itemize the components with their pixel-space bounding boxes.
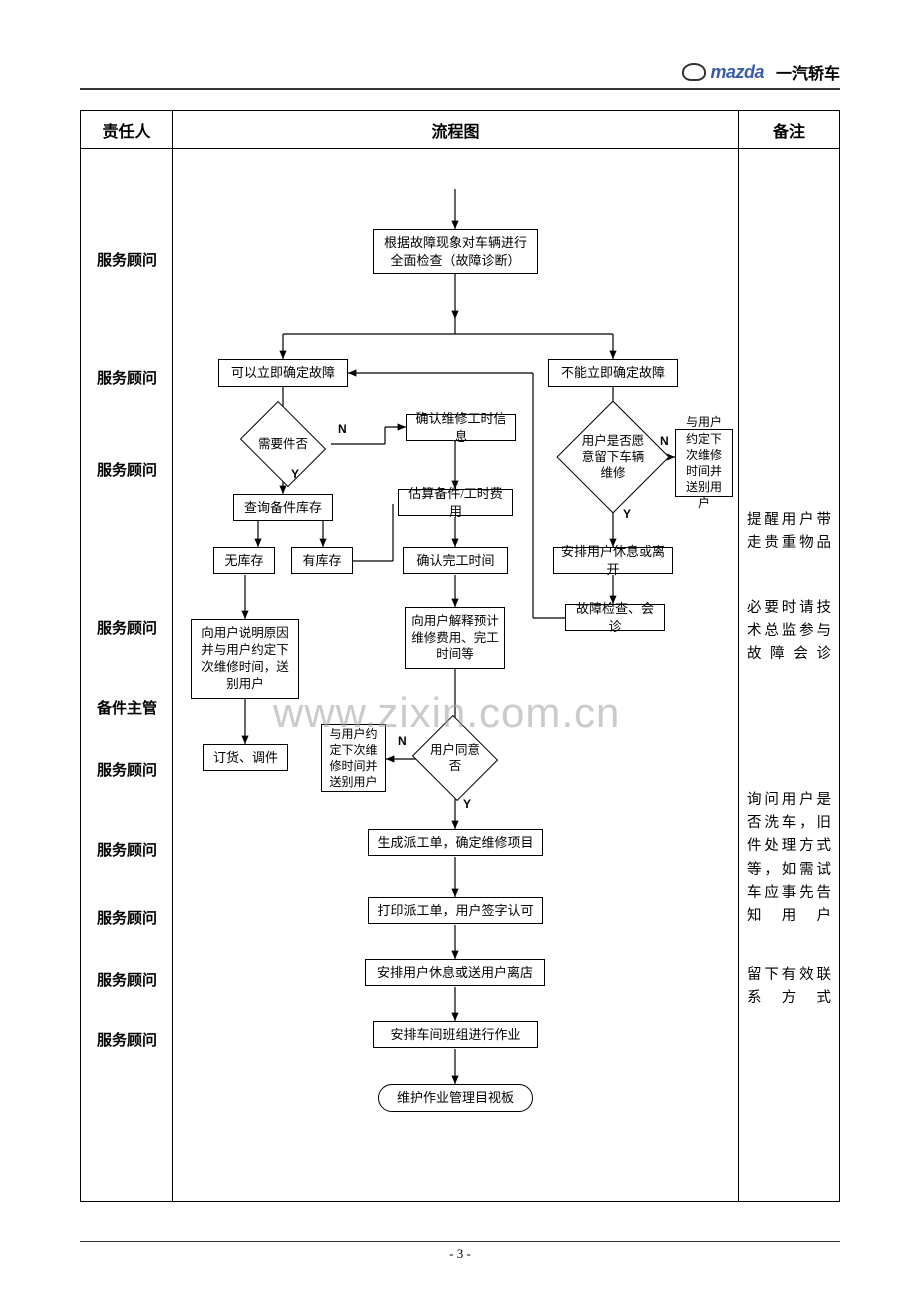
label-y: Y bbox=[463, 797, 471, 811]
diamond-user-stay: 用户是否愿意留下车辆维修 bbox=[573, 417, 653, 497]
label-n: N bbox=[398, 734, 407, 748]
col-role-header: 责任人 bbox=[81, 111, 173, 148]
box-arrange-rest: 安排用户休息或离开 bbox=[553, 547, 673, 574]
role-label: 服务顾问 bbox=[81, 1029, 173, 1050]
note: 必要时请技术总监参与故障会诊 bbox=[747, 597, 831, 667]
box-est-cost: 估算备件/工时费用 bbox=[398, 489, 513, 516]
box-query-stock: 查询备件库存 bbox=[233, 494, 333, 521]
role-label: 服务顾问 bbox=[81, 367, 173, 388]
box-confirm-done: 确认完工时间 bbox=[403, 547, 508, 574]
brand-text: mazda bbox=[710, 62, 764, 83]
label-y: Y bbox=[291, 467, 299, 481]
box-explain-cost: 向用户解释预计维修费用、完工时间等 bbox=[405, 607, 505, 669]
box-maintain: 维护作业管理目视板 bbox=[378, 1084, 533, 1112]
role-column: 服务顾问 服务顾问 服务顾问 服务顾问 备件主管 服务顾问 服务顾问 服务顾问 … bbox=[81, 149, 173, 1201]
label-n: N bbox=[338, 422, 347, 436]
column-header: 责任人 流程图 备注 bbox=[81, 111, 839, 149]
box-no-stock: 无库存 bbox=[213, 547, 275, 574]
role-label: 服务顾问 bbox=[81, 249, 173, 270]
label-n: N bbox=[660, 434, 669, 448]
box-diagnose: 根据故障现象对车辆进行全面检查（故障诊断） bbox=[373, 229, 538, 274]
col-flow-header: 流程图 bbox=[173, 111, 739, 148]
page: mazda 一汽轿车 责任人 流程图 备注 服务顾问 服务顾问 服务顾问 服务顾… bbox=[0, 0, 920, 1302]
role-label: 备件主管 bbox=[81, 697, 173, 718]
box-fault-check: 故障检查、会诊 bbox=[565, 604, 665, 631]
box-can-confirm: 可以立即确定故障 bbox=[218, 359, 348, 387]
role-label: 服务顾问 bbox=[81, 839, 173, 860]
role-label: 服务顾问 bbox=[81, 617, 173, 638]
box-order-parts: 订货、调件 bbox=[203, 744, 288, 771]
role-label: 服务顾问 bbox=[81, 907, 173, 928]
flow-column: 根据故障现象对车辆进行全面检查（故障诊断） 可以立即确定故障 不能立即确定故障 … bbox=[173, 149, 739, 1201]
diamond-need-parts: 需要件否 bbox=[249, 417, 317, 471]
col-note-header: 备注 bbox=[739, 111, 839, 148]
content-frame: 责任人 流程图 备注 服务顾问 服务顾问 服务顾问 服务顾问 备件主管 服务顾问… bbox=[80, 110, 840, 1202]
note: 询问用户是否洗车，旧件处理方式等，如需试车应事先告知用户 bbox=[747, 789, 831, 928]
box-print-order: 打印派工单，用户签字认可 bbox=[368, 897, 543, 924]
box-confirm-hours: 确认维修工时信息 bbox=[406, 414, 516, 441]
header-rule bbox=[80, 88, 840, 90]
note-column: 提醒用户带走贵重物品 必要时请技术总监参与故障会诊 询问用户是否洗车，旧件处理方… bbox=[739, 149, 839, 1201]
note: 留下有效联系方式 bbox=[747, 964, 831, 1010]
role-label: 服务顾问 bbox=[81, 459, 173, 480]
box-cannot-confirm: 不能立即确定故障 bbox=[548, 359, 678, 387]
mazda-icon bbox=[682, 63, 706, 81]
body-row: 服务顾问 服务顾问 服务顾问 服务顾问 备件主管 服务顾问 服务顾问 服务顾问 … bbox=[81, 149, 839, 1201]
diamond-user-agree: 用户同意否 bbox=[423, 729, 487, 787]
company-text: 一汽轿车 bbox=[776, 60, 840, 84]
footer-rule bbox=[80, 1241, 840, 1242]
role-label: 服务顾问 bbox=[81, 759, 173, 780]
box-arrange-work: 安排车间班组进行作业 bbox=[373, 1021, 538, 1048]
box-next-time-1: 与用户约定下次维修时间并送别用户 bbox=[675, 429, 733, 497]
box-gen-order: 生成派工单，确定维修项目 bbox=[368, 829, 543, 856]
header-logo: mazda 一汽轿车 bbox=[682, 60, 840, 84]
label-y: Y bbox=[623, 507, 631, 521]
box-explain-reason: 向用户说明原因并与用户约定下次维修时间，送别用户 bbox=[191, 619, 299, 699]
box-has-stock: 有库存 bbox=[291, 547, 353, 574]
role-label: 服务顾问 bbox=[81, 969, 173, 990]
box-arrange-leave: 安排用户休息或送用户离店 bbox=[365, 959, 545, 986]
note: 提醒用户带走贵重物品 bbox=[747, 509, 831, 555]
page-number: - 3 - bbox=[0, 1246, 920, 1262]
box-next-time-2: 与用户约定下次维修时间并送别用户 bbox=[321, 724, 386, 792]
